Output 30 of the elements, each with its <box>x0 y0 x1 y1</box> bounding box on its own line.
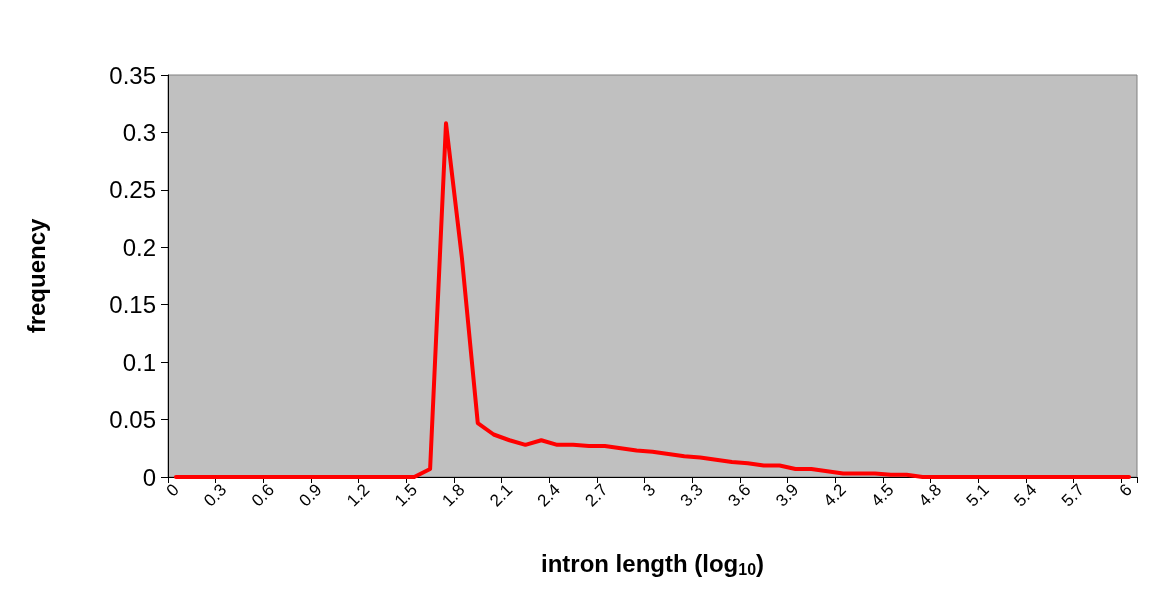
y-tick-label: 0.35 <box>109 61 156 89</box>
x-tick-label: 0.9 <box>295 480 326 511</box>
x-tick-label: 4.5 <box>867 480 898 511</box>
x-tick-label: 0.6 <box>247 480 278 511</box>
y-axis-title: frequency <box>22 218 50 334</box>
x-tick-label: 1.8 <box>438 480 469 511</box>
x-tick-label: 3.3 <box>676 480 707 511</box>
x-tick-label: 3.6 <box>724 480 755 511</box>
y-tick-label: 0.15 <box>109 291 156 319</box>
y-tick-label: 0.05 <box>109 406 156 434</box>
line-series <box>173 121 1132 479</box>
x-tick-label: 0.3 <box>200 480 231 511</box>
y-tick-label: 0.25 <box>109 176 156 204</box>
x-tick-label: 5.1 <box>962 480 993 511</box>
x-tick-label: 0 <box>162 480 183 501</box>
x-tick-label: 6 <box>1115 480 1136 501</box>
x-tick-label: 1.5 <box>390 480 421 511</box>
x-tick-label: 3 <box>639 480 660 501</box>
x-tick-label: 2.7 <box>581 480 612 511</box>
x-tick-label: 1.2 <box>343 480 374 511</box>
x-tick-label: 5.4 <box>1010 480 1041 511</box>
x-tick-label: 4.8 <box>915 480 946 511</box>
x-tick-label: 5.7 <box>1057 480 1089 511</box>
y-tick-label: 0.3 <box>122 118 156 146</box>
x-tick-label: 3.9 <box>772 480 803 511</box>
x-tick-label: 2.4 <box>533 480 564 511</box>
x-tick-label: 2.1 <box>486 480 517 511</box>
y-tick-label: 0.1 <box>122 348 156 376</box>
y-tick-label: 0.2 <box>122 233 156 261</box>
x-tick-label: 4.2 <box>819 480 850 511</box>
